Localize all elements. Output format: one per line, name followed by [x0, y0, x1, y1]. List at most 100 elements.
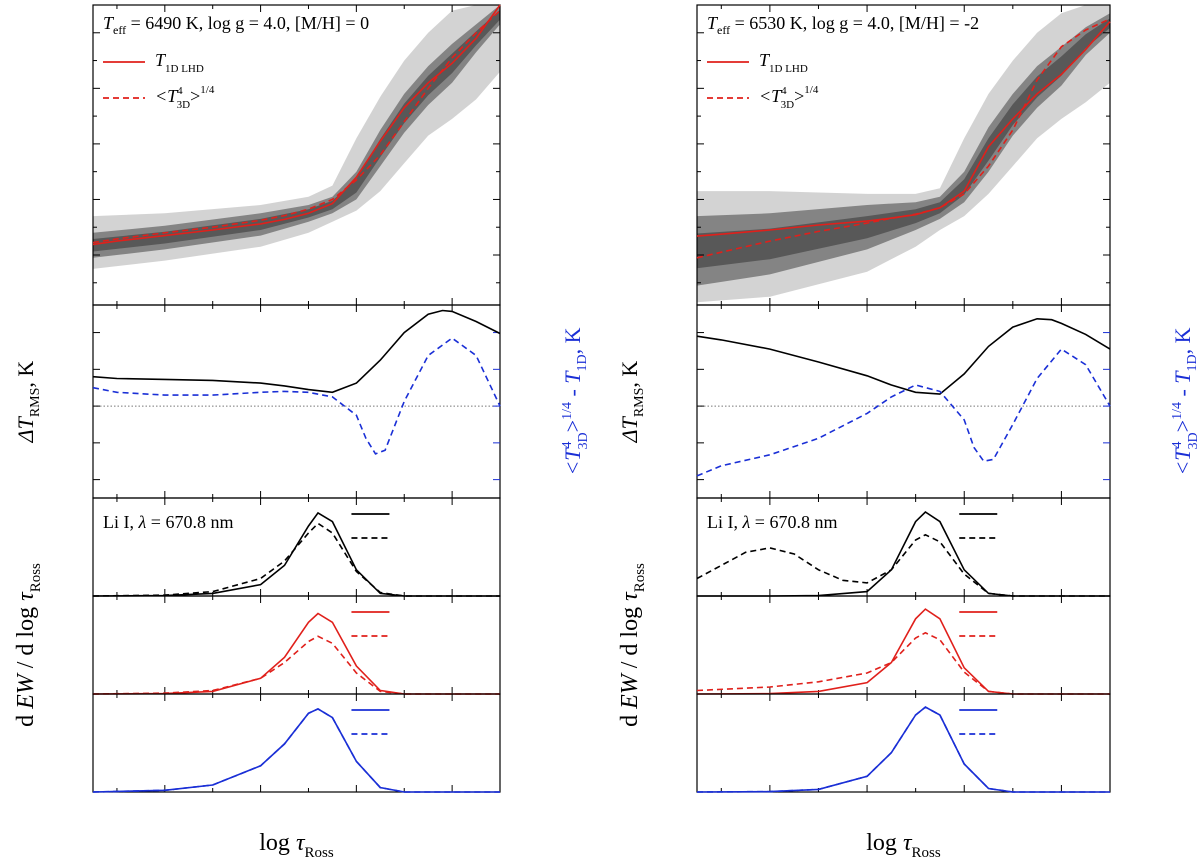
text-span: <T	[560, 447, 585, 476]
text-span: 3D	[1186, 432, 1200, 449]
text-span: = 6490 K, log g = 4.0, [M/H] = 0	[126, 13, 369, 33]
text-span: = 670.8 nm	[146, 512, 233, 532]
text-span: / d log	[617, 601, 643, 674]
text-span: <T	[1170, 447, 1195, 476]
text-span: 1D LHD	[165, 63, 204, 75]
text-span: >	[560, 420, 585, 432]
left-dew-ylabel: d EW / d log τRoss	[13, 563, 44, 727]
right-panel-title: Teff = 6530 K, log g = 4.0, [M/H] = -2	[707, 13, 979, 37]
text-span: Ross	[632, 563, 648, 592]
text-span: EW	[617, 672, 643, 710]
series-line	[696, 317, 1111, 395]
density-core	[93, 5, 500, 258]
right-deltaT-frame	[696, 304, 1111, 499]
right-ew-1d-frame	[696, 693, 1111, 793]
series-line	[696, 348, 1111, 477]
text-span: 4	[1170, 441, 1185, 448]
right-deltaT-ylabel: ΔTRMS, K	[617, 361, 647, 444]
density-outer	[93, 5, 500, 269]
series-line	[92, 4, 501, 246]
left-ew-1d-frame	[92, 693, 501, 793]
series-line	[696, 608, 1110, 695]
series-line	[92, 707, 500, 793]
text-span: Ross	[912, 845, 941, 861]
text-span: τ	[296, 830, 306, 856]
series-line	[696, 706, 1110, 793]
left-panel-title: Teff = 6490 K, log g = 4.0, [M/H] = 0	[103, 13, 369, 37]
text-span: , K	[1170, 327, 1195, 354]
text-span: 1/4	[200, 84, 215, 96]
text-span: Li I,	[103, 512, 139, 532]
left-ew-3d-line-label: Li I, λ = 670.8 nm	[103, 512, 233, 532]
text-span: 1D LHD	[769, 63, 808, 75]
series-line	[92, 707, 500, 793]
text-span: , K	[617, 361, 642, 388]
text-span: ΔT	[13, 415, 38, 443]
series-line	[696, 533, 1110, 597]
legend-label-3d-avg: <T4 3D>1/4	[759, 84, 819, 111]
text-span: , K	[560, 327, 585, 354]
text-span: 4	[560, 441, 575, 448]
series-line	[92, 337, 501, 455]
text-span: = 670.8 nm	[750, 512, 837, 532]
text-span: 1/4	[560, 402, 575, 420]
text-span: d	[13, 709, 39, 727]
text-span: 4	[781, 85, 787, 97]
right-ew-avg3d-frame	[696, 595, 1111, 695]
text-span: log	[259, 830, 296, 856]
text-span: λ	[742, 512, 751, 532]
text-span: 3D	[177, 99, 191, 111]
legend-label-1d-lhd: T1D LHD	[155, 50, 204, 75]
text-span: T	[759, 50, 771, 70]
series-line	[696, 18, 1111, 259]
left-density-map	[93, 5, 500, 269]
left-deltaT-ylabel: ΔTRMS, K	[13, 361, 43, 444]
text-span: >	[1170, 420, 1195, 432]
text-span: / d log	[13, 601, 39, 674]
series-line	[92, 10, 501, 244]
right-deltaT-y2label: <T43D>1/4 - T1D, K	[1170, 327, 1200, 475]
text-span: = 6530 K, log g = 4.0, [M/H] = -2	[730, 13, 979, 33]
series-line	[92, 522, 500, 597]
text-span: 1D	[575, 354, 590, 371]
text-span: 3D	[781, 99, 795, 111]
text-span: T	[103, 13, 115, 33]
text-span: τ	[617, 591, 643, 601]
text-span: RMS	[632, 388, 647, 418]
left-deltaT-y2label: <T43D>1/4 - T1D, K	[560, 327, 591, 475]
text-span: eff	[717, 23, 730, 37]
text-span: 1/4	[1170, 402, 1185, 420]
text-span: 4	[177, 85, 183, 97]
right-xlabel: log τRoss	[866, 830, 941, 861]
text-span: >	[794, 86, 804, 106]
right-dew-ylabel: d EW / d log τRoss	[617, 563, 648, 727]
text-span: 3D	[576, 432, 591, 449]
text-span: τ	[13, 591, 39, 601]
text-span: , K	[13, 361, 38, 388]
text-span: eff	[113, 23, 126, 37]
series-line	[696, 706, 1110, 793]
text-span: 1/4	[804, 84, 819, 96]
series-line	[696, 21, 1111, 237]
text-span: ΔT	[617, 415, 642, 443]
text-span: >	[190, 86, 200, 106]
text-span: λ	[138, 512, 147, 532]
text-span: Li I,	[707, 512, 743, 532]
legend-label-1d-lhd: T1D LHD	[759, 50, 808, 75]
right-density-map	[697, 5, 1110, 303]
text-span: <T	[759, 86, 783, 106]
right-ew-3d-line-label: Li I, λ = 670.8 nm	[707, 512, 837, 532]
text-span: <T	[155, 86, 179, 106]
series-line	[92, 309, 501, 394]
left-xlabel: log τRoss	[259, 830, 334, 861]
text-span: log	[866, 830, 903, 856]
text-span: Ross	[305, 845, 334, 861]
density-peak	[697, 18, 1110, 269]
legend-label-3d-avg: <T4 3D>1/4	[155, 84, 215, 111]
text-span: 1D	[1185, 354, 1200, 371]
series-line	[92, 635, 500, 695]
text-span: EW	[13, 672, 39, 710]
text-span: - T	[560, 370, 585, 402]
text-span: τ	[903, 830, 913, 856]
